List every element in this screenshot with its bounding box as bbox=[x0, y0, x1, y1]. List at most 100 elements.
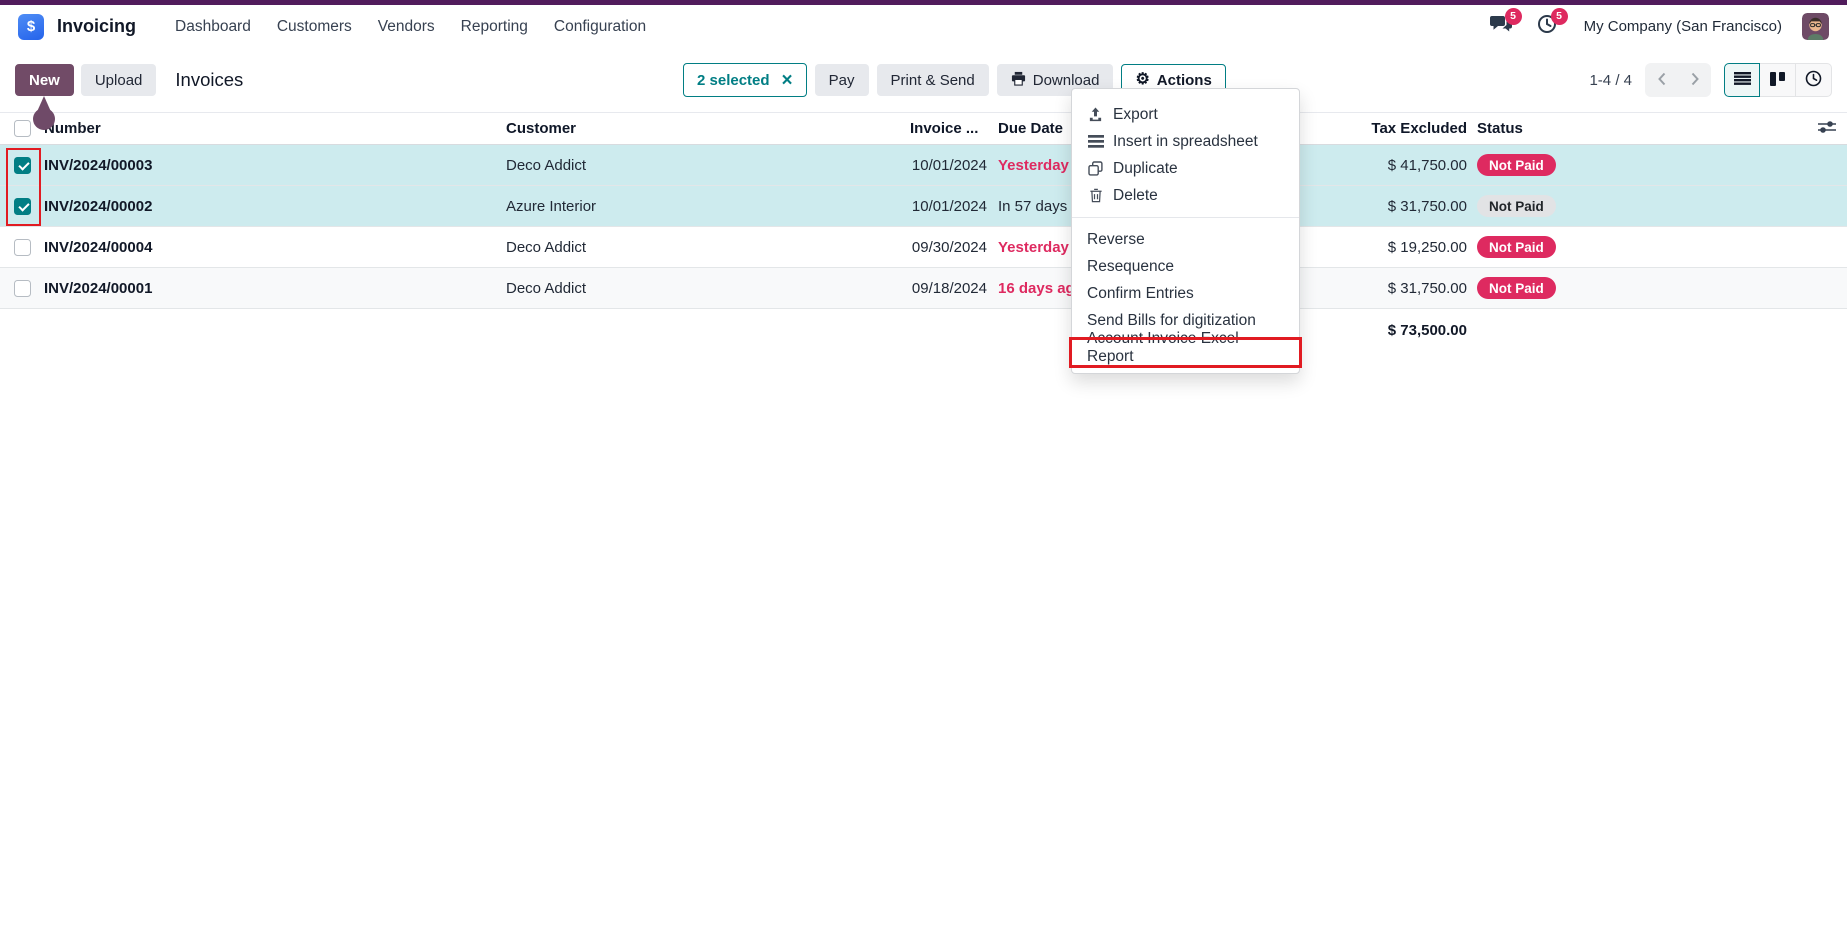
menu-item-resequence[interactable]: Resequence bbox=[1072, 253, 1299, 280]
messages-button[interactable]: 5 bbox=[1486, 7, 1522, 41]
selection-count-label: 2 selected bbox=[697, 71, 770, 89]
adjust-columns-button[interactable] bbox=[1807, 120, 1847, 138]
invoice-number: INV/2024/00002 bbox=[44, 197, 153, 215]
activities-button[interactable]: 5 bbox=[1532, 7, 1568, 41]
control-panel-right: 1-4 / 4 bbox=[1589, 63, 1832, 97]
menu-item-label: Insert in spreadsheet bbox=[1113, 132, 1258, 150]
tax-excluded-cell: $ 19,250.00 bbox=[1387, 238, 1467, 256]
due-date-cell: Yesterday bbox=[998, 156, 1069, 174]
menu-item-insert-in-spreadsheet[interactable]: Insert in spreadsheet bbox=[1072, 128, 1299, 155]
list-body: INV/2024/00003 Deco Addict 10/01/2024 Ye… bbox=[0, 145, 1847, 309]
window-accent-bar bbox=[0, 0, 1847, 5]
invoice-date-cell: 10/01/2024 bbox=[911, 197, 987, 215]
activity-clock-icon bbox=[1805, 70, 1822, 90]
clear-selection-icon[interactable]: × bbox=[781, 69, 793, 91]
customer-cell: Azure Interior bbox=[506, 197, 597, 215]
main-menu: Dashboard Customers Vendors Reporting Co… bbox=[162, 12, 659, 42]
menu-item-label: Confirm Entries bbox=[1087, 284, 1194, 302]
select-all-checkbox[interactable] bbox=[14, 120, 31, 137]
menu-item-label: Delete bbox=[1113, 186, 1158, 204]
header-number[interactable]: Number bbox=[44, 120, 101, 137]
nav-reporting[interactable]: Reporting bbox=[460, 17, 528, 35]
menu-item-duplicate[interactable]: Duplicate bbox=[1072, 155, 1299, 182]
due-date-cell: Yesterday bbox=[998, 238, 1069, 256]
table-row[interactable]: INV/2024/00004 Deco Addict 09/30/2024 Ye… bbox=[0, 227, 1847, 268]
sliders-icon bbox=[1818, 120, 1836, 138]
pager bbox=[1645, 63, 1711, 97]
invoice-list: Number Customer Invoice ... Due Date Tax… bbox=[0, 113, 1847, 351]
status-badge: Not Paid bbox=[1477, 277, 1556, 299]
chevron-left-icon bbox=[1657, 72, 1667, 89]
invoice-number: INV/2024/00003 bbox=[44, 156, 153, 174]
menu-divider bbox=[1072, 217, 1299, 218]
kanban-view-icon bbox=[1770, 71, 1785, 89]
pager-previous-button[interactable] bbox=[1645, 63, 1678, 97]
kanban-view-button[interactable] bbox=[1760, 63, 1796, 97]
invoicing-app-icon[interactable]: $ bbox=[18, 13, 44, 40]
row-checkbox[interactable] bbox=[14, 238, 31, 256]
app-name[interactable]: Invoicing bbox=[57, 16, 137, 36]
table-row[interactable]: INV/2024/00002 Azure Interior 10/01/2024… bbox=[0, 186, 1847, 227]
nav-dashboard[interactable]: Dashboard bbox=[175, 17, 251, 35]
invoice-date-cell: 09/18/2024 bbox=[911, 279, 987, 297]
insert-spreadsheet-icon bbox=[1087, 135, 1104, 148]
tax-excluded-cell: $ 31,750.00 bbox=[1387, 197, 1467, 215]
row-checkbox[interactable] bbox=[14, 197, 31, 215]
header-due-date[interactable]: Due Date bbox=[998, 120, 1064, 137]
menu-item-reverse[interactable]: Reverse bbox=[1072, 226, 1299, 253]
list-header-row: Number Customer Invoice ... Due Date Tax… bbox=[0, 113, 1847, 145]
invoice-date-cell: 09/30/2024 bbox=[911, 238, 987, 256]
download-label: Download bbox=[1032, 71, 1100, 89]
menu-item-label: Export bbox=[1113, 105, 1158, 123]
tax-excluded-cell: $ 41,750.00 bbox=[1387, 156, 1467, 174]
chevron-right-icon bbox=[1690, 72, 1700, 89]
menu-item-confirm-entries[interactable]: Confirm Entries bbox=[1072, 280, 1299, 307]
pager-next-button[interactable] bbox=[1678, 63, 1711, 97]
pay-button[interactable]: Pay bbox=[814, 64, 869, 96]
due-date-cell: 16 days ago bbox=[998, 279, 1084, 297]
menu-item-label: Reverse bbox=[1087, 230, 1145, 248]
nav-customers[interactable]: Customers bbox=[276, 17, 352, 35]
export-icon bbox=[1087, 107, 1104, 122]
top-navbar: $ Invoicing Dashboard Customers Vendors … bbox=[0, 5, 1847, 48]
messages-badge: 5 bbox=[1504, 7, 1522, 25]
user-avatar[interactable] bbox=[1802, 13, 1829, 40]
row-checkbox[interactable] bbox=[14, 156, 31, 174]
list-view-button[interactable] bbox=[1724, 63, 1760, 97]
table-row[interactable]: INV/2024/00003 Deco Addict 10/01/2024 Ye… bbox=[0, 145, 1847, 186]
control-panel: New Upload Invoices 2 selected × Pay Pri… bbox=[0, 48, 1847, 113]
invoice-number: INV/2024/00001 bbox=[44, 279, 153, 297]
upload-button[interactable]: Upload bbox=[80, 64, 157, 96]
invoice-date-cell: 10/01/2024 bbox=[911, 156, 987, 174]
customer-cell: Deco Addict bbox=[506, 156, 587, 174]
customer-cell: Deco Addict bbox=[506, 238, 587, 256]
new-button[interactable]: New bbox=[15, 64, 74, 96]
dollar-glyph: $ bbox=[26, 18, 36, 35]
status-badge: Not Paid bbox=[1477, 154, 1556, 176]
menu-item-label: Duplicate bbox=[1113, 159, 1178, 177]
header-invoice-date[interactable]: Invoice ... bbox=[910, 120, 979, 137]
activity-view-button[interactable] bbox=[1796, 63, 1832, 97]
duplicate-icon bbox=[1087, 161, 1104, 176]
menu-item-export[interactable]: Export bbox=[1072, 101, 1299, 128]
nav-configuration[interactable]: Configuration bbox=[553, 17, 647, 35]
print-send-button[interactable]: Print & Send bbox=[876, 64, 989, 96]
due-date-cell: In 57 days bbox=[998, 197, 1068, 215]
tax-excluded-total: $ 73,500.00 bbox=[1387, 321, 1467, 339]
invoice-number: INV/2024/00004 bbox=[44, 238, 153, 256]
menu-item-label: Send Bills for digitization bbox=[1087, 311, 1256, 329]
menu-item-account-invoice-excel-report[interactable]: Account Invoice Excel Report bbox=[1072, 330, 1299, 365]
menu-item-delete[interactable]: Delete bbox=[1072, 182, 1299, 209]
nav-vendors[interactable]: Vendors bbox=[377, 17, 435, 35]
list-view-icon bbox=[1733, 72, 1751, 88]
header-status[interactable]: Status bbox=[1477, 120, 1523, 137]
pager-range: 1-4 / 4 bbox=[1589, 71, 1632, 89]
navbar-left: $ Invoicing Dashboard Customers Vendors … bbox=[18, 12, 659, 42]
row-checkbox[interactable] bbox=[14, 279, 31, 297]
table-row[interactable]: INV/2024/00001 Deco Addict 09/18/2024 16… bbox=[0, 268, 1847, 309]
status-badge: Not Paid bbox=[1477, 236, 1556, 258]
header-customer[interactable]: Customer bbox=[506, 120, 577, 137]
menu-item-send-bills-for-digitization[interactable]: Send Bills for digitization bbox=[1072, 307, 1299, 334]
header-tax-excluded[interactable]: Tax Excluded bbox=[1371, 120, 1467, 137]
company-switcher[interactable]: My Company (San Francisco) bbox=[1583, 18, 1782, 35]
